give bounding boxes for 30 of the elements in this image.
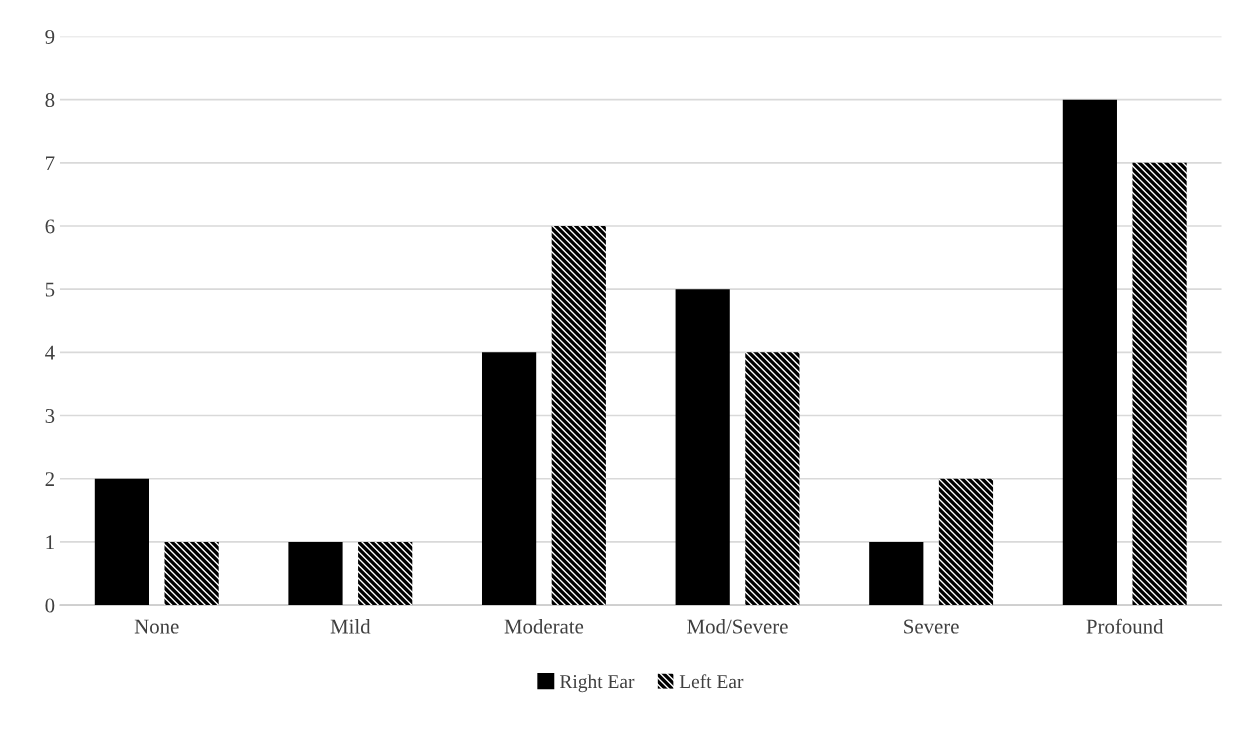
y-tick-label: 7 — [46, 156, 55, 171]
legend-label: Right Ear — [559, 674, 635, 693]
bar — [358, 541, 413, 606]
bar — [1132, 162, 1187, 606]
x-tick-label: Mild — [330, 618, 371, 634]
legend-label: Left Ear — [679, 674, 744, 689]
x-tick-label: Moderate — [504, 618, 584, 634]
bar — [675, 289, 730, 606]
y-tick-label: 8 — [45, 93, 55, 108]
y-tick-label: 2 — [45, 472, 54, 486]
bar — [869, 541, 924, 606]
bar — [288, 541, 343, 606]
x-tick-label: Severe — [904, 619, 959, 634]
y-tick-label: 9 — [45, 29, 55, 44]
bar — [94, 478, 150, 606]
y-tick-label: 5 — [45, 282, 55, 297]
x-tick-label: Profound — [1086, 618, 1164, 634]
y-tick-label: 0 — [45, 598, 55, 613]
x-tick-label: None — [134, 619, 179, 634]
bar — [745, 352, 800, 606]
x-tick-label: Mod/Severe — [687, 618, 788, 634]
bar — [1062, 99, 1117, 606]
bar — [164, 541, 219, 606]
bar — [551, 225, 606, 606]
y-tick-label: 3 — [45, 408, 55, 423]
y-tick-label: 4 — [45, 345, 55, 360]
y-tick-label: 1 — [46, 535, 54, 550]
y-tick-label: 6 — [45, 219, 55, 234]
bar — [481, 352, 537, 606]
bar — [938, 478, 994, 606]
